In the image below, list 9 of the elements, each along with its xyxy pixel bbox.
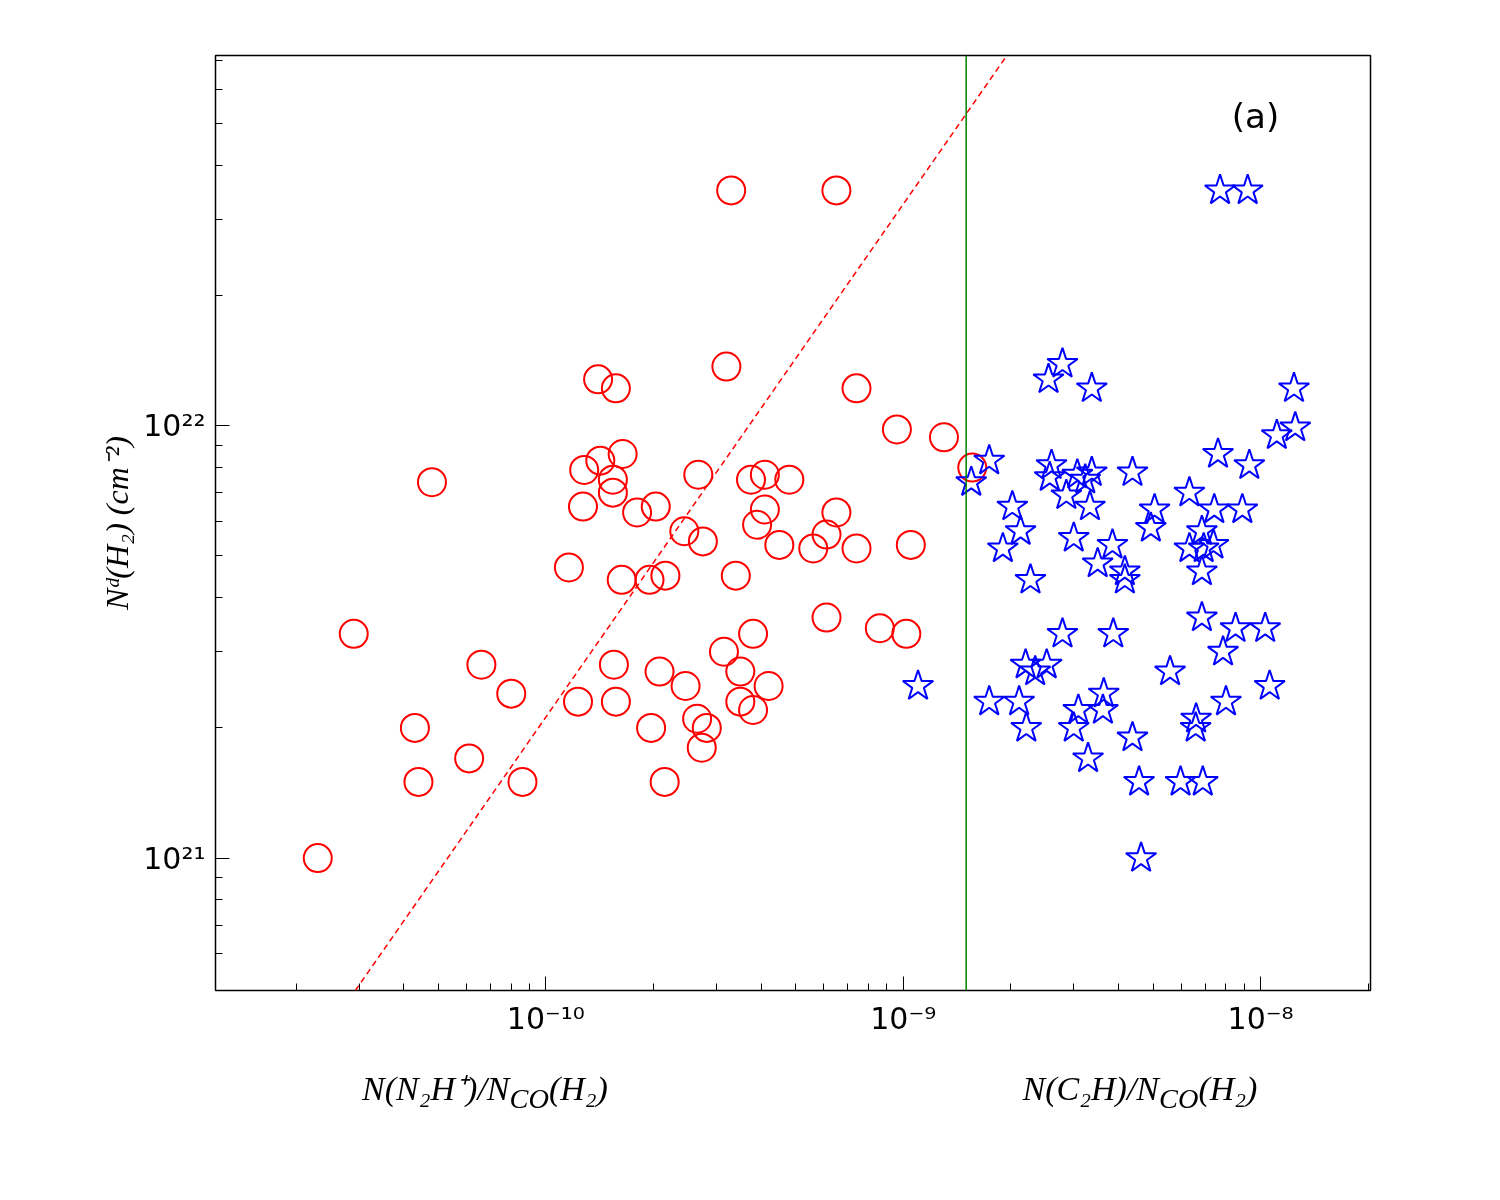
annotation: (a) — [1231, 95, 1280, 136]
text: N(C₂H)/N$_{CO}$(H₂) — [1022, 1069, 1258, 1116]
x-tick-label: 10⁻⁸ — [1227, 1000, 1294, 1036]
y-tick-label: 10²¹ — [143, 840, 206, 876]
x-tick-label: 10⁻¹⁰ — [506, 1000, 585, 1036]
x-tick-label: 10⁻⁹ — [870, 1000, 937, 1036]
x-axis-title: N(N₂H⁺)/N$_{CO}$(H₂) — [362, 1069, 608, 1116]
y-axis-title: Nᵈ(H₂) (cm⁻²) — [99, 435, 136, 612]
y-tick-label: 10²² — [143, 408, 206, 444]
